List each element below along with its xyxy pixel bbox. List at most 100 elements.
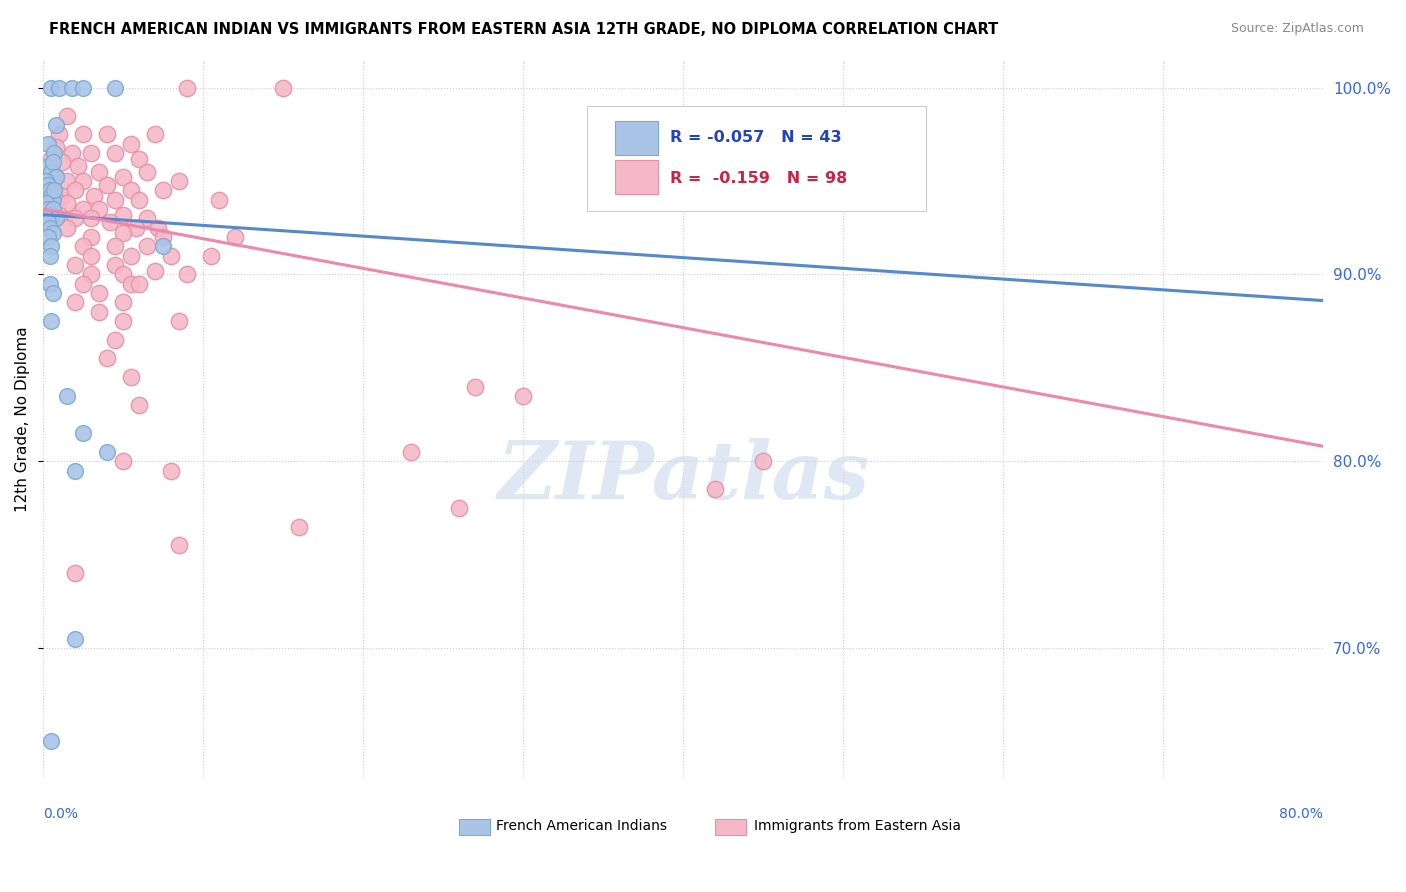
Point <box>48 208 70 222</box>
Text: R =  -0.159   N = 98: R = -0.159 N = 98 <box>671 170 848 186</box>
Point <box>152 230 174 244</box>
Point <box>100 215 122 229</box>
Text: 80.0%: 80.0% <box>1279 807 1323 821</box>
Point <box>44 183 66 197</box>
Text: 0.0%: 0.0% <box>44 807 79 821</box>
Point <box>45 193 67 207</box>
Point <box>51 189 73 203</box>
Point <box>37 178 59 192</box>
Point <box>200 249 222 263</box>
Point <box>38 220 60 235</box>
Text: Source: ZipAtlas.com: Source: ZipAtlas.com <box>1230 22 1364 36</box>
Point <box>104 239 127 253</box>
Point <box>42 202 65 216</box>
Point <box>80 249 103 263</box>
Point <box>104 146 127 161</box>
Point <box>35 196 58 211</box>
Bar <box>616 161 658 194</box>
Point <box>39 239 62 253</box>
Point <box>160 464 183 478</box>
Bar <box>716 819 747 835</box>
Point <box>39 152 62 166</box>
Point <box>37 202 59 216</box>
Point <box>112 268 135 282</box>
Point <box>42 193 65 207</box>
Point <box>38 208 60 222</box>
Point <box>399 445 422 459</box>
Point <box>152 183 174 197</box>
Point <box>167 314 190 328</box>
Point <box>37 230 59 244</box>
Point <box>63 295 86 310</box>
Point <box>96 178 118 192</box>
Point <box>112 208 135 222</box>
Point <box>39 189 62 203</box>
Point <box>176 80 198 95</box>
Point <box>120 277 142 291</box>
Point <box>148 220 170 235</box>
Point <box>48 128 70 142</box>
Point <box>120 183 142 197</box>
Point <box>56 109 79 123</box>
Point <box>56 389 79 403</box>
Point <box>45 118 67 132</box>
Point <box>112 295 135 310</box>
Point <box>72 239 94 253</box>
Point <box>104 80 127 95</box>
Point <box>89 286 111 301</box>
Point <box>63 211 86 226</box>
Point <box>167 538 190 552</box>
Point <box>152 239 174 253</box>
Point <box>45 211 67 226</box>
Point <box>136 211 159 226</box>
Point <box>96 351 118 366</box>
Point <box>128 152 150 166</box>
Point <box>39 211 62 226</box>
Point <box>42 155 65 169</box>
Point <box>176 268 198 282</box>
Point <box>63 258 86 272</box>
Point <box>37 136 59 151</box>
Point <box>96 445 118 459</box>
Point <box>143 263 166 277</box>
Point <box>80 268 103 282</box>
Point <box>38 249 60 263</box>
Point <box>136 239 159 253</box>
Point <box>89 164 111 178</box>
Point <box>208 193 231 207</box>
Point <box>125 220 148 235</box>
Point <box>37 159 59 173</box>
Point <box>63 632 86 646</box>
Point <box>42 227 65 241</box>
Point <box>45 140 67 154</box>
Point <box>60 146 83 161</box>
Point <box>45 170 67 185</box>
Point <box>89 202 111 216</box>
Point <box>96 128 118 142</box>
Point <box>56 174 79 188</box>
Point <box>56 220 79 235</box>
Bar <box>616 120 658 155</box>
Point <box>67 159 90 173</box>
Point <box>72 202 94 216</box>
Point <box>288 519 311 533</box>
Point <box>39 164 62 178</box>
Point <box>48 80 70 95</box>
Point <box>80 146 103 161</box>
Point <box>160 249 183 263</box>
Point <box>704 483 727 497</box>
Point <box>72 80 94 95</box>
Point <box>112 314 135 328</box>
Point <box>45 170 67 185</box>
Point <box>104 258 127 272</box>
Point <box>39 314 62 328</box>
Point <box>63 183 86 197</box>
Point <box>112 170 135 185</box>
Point <box>104 333 127 347</box>
Point <box>44 146 66 161</box>
Point <box>42 286 65 301</box>
Point <box>38 183 60 197</box>
Point <box>112 227 135 241</box>
Text: FRENCH AMERICAN INDIAN VS IMMIGRANTS FROM EASTERN ASIA 12TH GRADE, NO DIPLOMA CO: FRENCH AMERICAN INDIAN VS IMMIGRANTS FRO… <box>49 22 998 37</box>
Text: ZIPatlas: ZIPatlas <box>498 438 869 516</box>
